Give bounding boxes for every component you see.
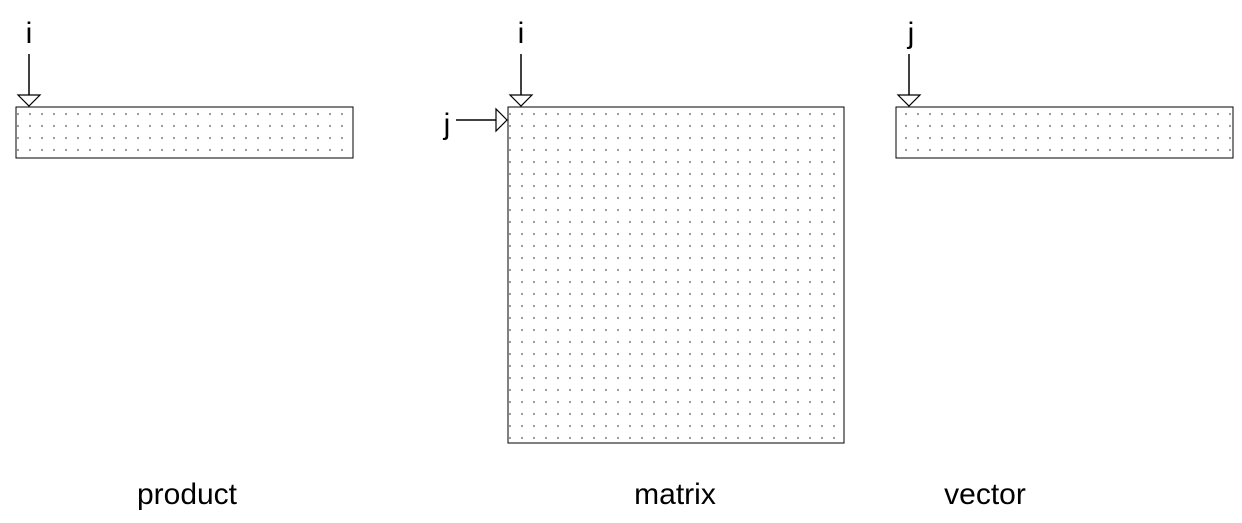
vector-caption: vector	[944, 478, 1026, 511]
vector-index-label: j	[907, 17, 915, 50]
product-index-label: i	[26, 17, 33, 50]
product-vector-box	[15, 106, 354, 159]
product-group: i product	[15, 17, 354, 511]
vector-index-arrowhead	[896, 94, 922, 107]
product-caption: product	[137, 478, 238, 511]
matrix-column-index-label: i	[518, 17, 525, 50]
matrix-caption: matrix	[634, 478, 716, 511]
matrix-row-arrowhead	[495, 107, 508, 133]
matrix-box	[507, 106, 845, 444]
matrix-column-arrowhead	[508, 94, 534, 107]
vector-group: j vector	[895, 17, 1234, 511]
vector-box	[895, 106, 1234, 159]
product-index-arrowhead	[16, 94, 42, 107]
matrix-row-index-label: j	[443, 108, 451, 141]
matrix-group: i j matrix	[443, 17, 845, 511]
